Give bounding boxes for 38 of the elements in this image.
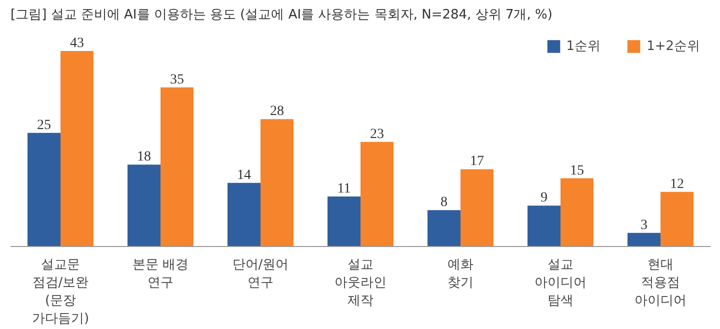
bar	[528, 206, 560, 246]
x-tick-label: 설교문 점검/보완 (문장 가다듬기)	[32, 258, 90, 326]
bar	[28, 132, 60, 246]
bar	[260, 119, 294, 246]
x-tick-label: 현대 적용점 아이디어	[634, 258, 686, 308]
chart-title: [그림] 설교 준비에 AI를 이용하는 용도 (설교에 AI를 사용하는 목회자, N=284, 상위 7개, %)	[10, 8, 552, 22]
bar	[460, 169, 494, 246]
bar	[60, 50, 94, 246]
x-tick-label: 단어/원어 연구	[232, 258, 289, 290]
data-label: 12	[670, 176, 684, 192]
x-tick-label: 본문 배경 연구	[132, 258, 189, 290]
data-label: 43	[70, 36, 84, 51]
x-tick-label: 설교 아웃라인 제작	[334, 258, 386, 308]
bar	[428, 210, 460, 246]
legend-label: 1+2순위	[646, 38, 700, 55]
data-label: 25	[37, 118, 51, 133]
data-label: 11	[337, 181, 351, 196]
data-label: 14	[237, 168, 251, 183]
data-label: 17	[470, 154, 484, 170]
data-label: 9	[540, 190, 548, 206]
bar	[628, 232, 660, 246]
data-label: 18	[137, 150, 151, 165]
bar	[660, 192, 694, 246]
legend-label: 1순위	[566, 38, 601, 55]
data-label: 15	[570, 163, 584, 178]
data-label: 23	[370, 126, 384, 142]
bar	[228, 182, 260, 246]
bar	[128, 164, 160, 246]
bar	[360, 142, 394, 246]
data-label: 8	[440, 195, 448, 210]
x-tick-label: 예화 찾기	[448, 258, 474, 290]
data-label: 28	[270, 104, 284, 120]
bar	[328, 196, 360, 246]
x-tick-label: 설교 아이디어 탐색	[534, 258, 586, 308]
data-label: 3	[640, 218, 648, 233]
bar	[560, 178, 594, 246]
data-label: 35	[170, 72, 184, 88]
bar	[160, 87, 194, 246]
